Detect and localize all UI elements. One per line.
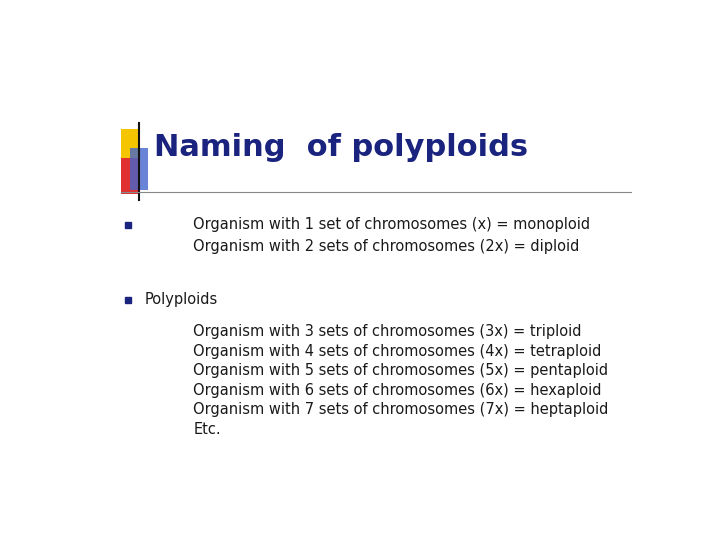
Text: Etc.: Etc.	[193, 422, 221, 437]
Text: Organism with 7 sets of chromosomes (7x) = heptaploid: Organism with 7 sets of chromosomes (7x)…	[193, 402, 608, 417]
Text: Organism with 1 set of chromosomes (x) = monoploid: Organism with 1 set of chromosomes (x) =…	[193, 217, 590, 232]
Text: Organism with 6 sets of chromosomes (6x) = hexaploid: Organism with 6 sets of chromosomes (6x)…	[193, 383, 602, 398]
Bar	[121, 129, 138, 165]
Text: Organism with 4 sets of chromosomes (4x) = tetraploid: Organism with 4 sets of chromosomes (4x)…	[193, 344, 602, 359]
Text: Naming  of polyploids: Naming of polyploids	[154, 133, 528, 163]
Text: Organism with 5 sets of chromosomes (5x) = pentaploid: Organism with 5 sets of chromosomes (5x)…	[193, 363, 608, 379]
Bar	[121, 158, 138, 194]
Text: Organism with 2 sets of chromosomes (2x) = diploid: Organism with 2 sets of chromosomes (2x)…	[193, 239, 580, 254]
Text: Polyploids: Polyploids	[145, 292, 218, 307]
Text: Organism with 3 sets of chromosomes (3x) = triploid: Organism with 3 sets of chromosomes (3x)…	[193, 324, 582, 339]
Bar	[130, 148, 148, 190]
